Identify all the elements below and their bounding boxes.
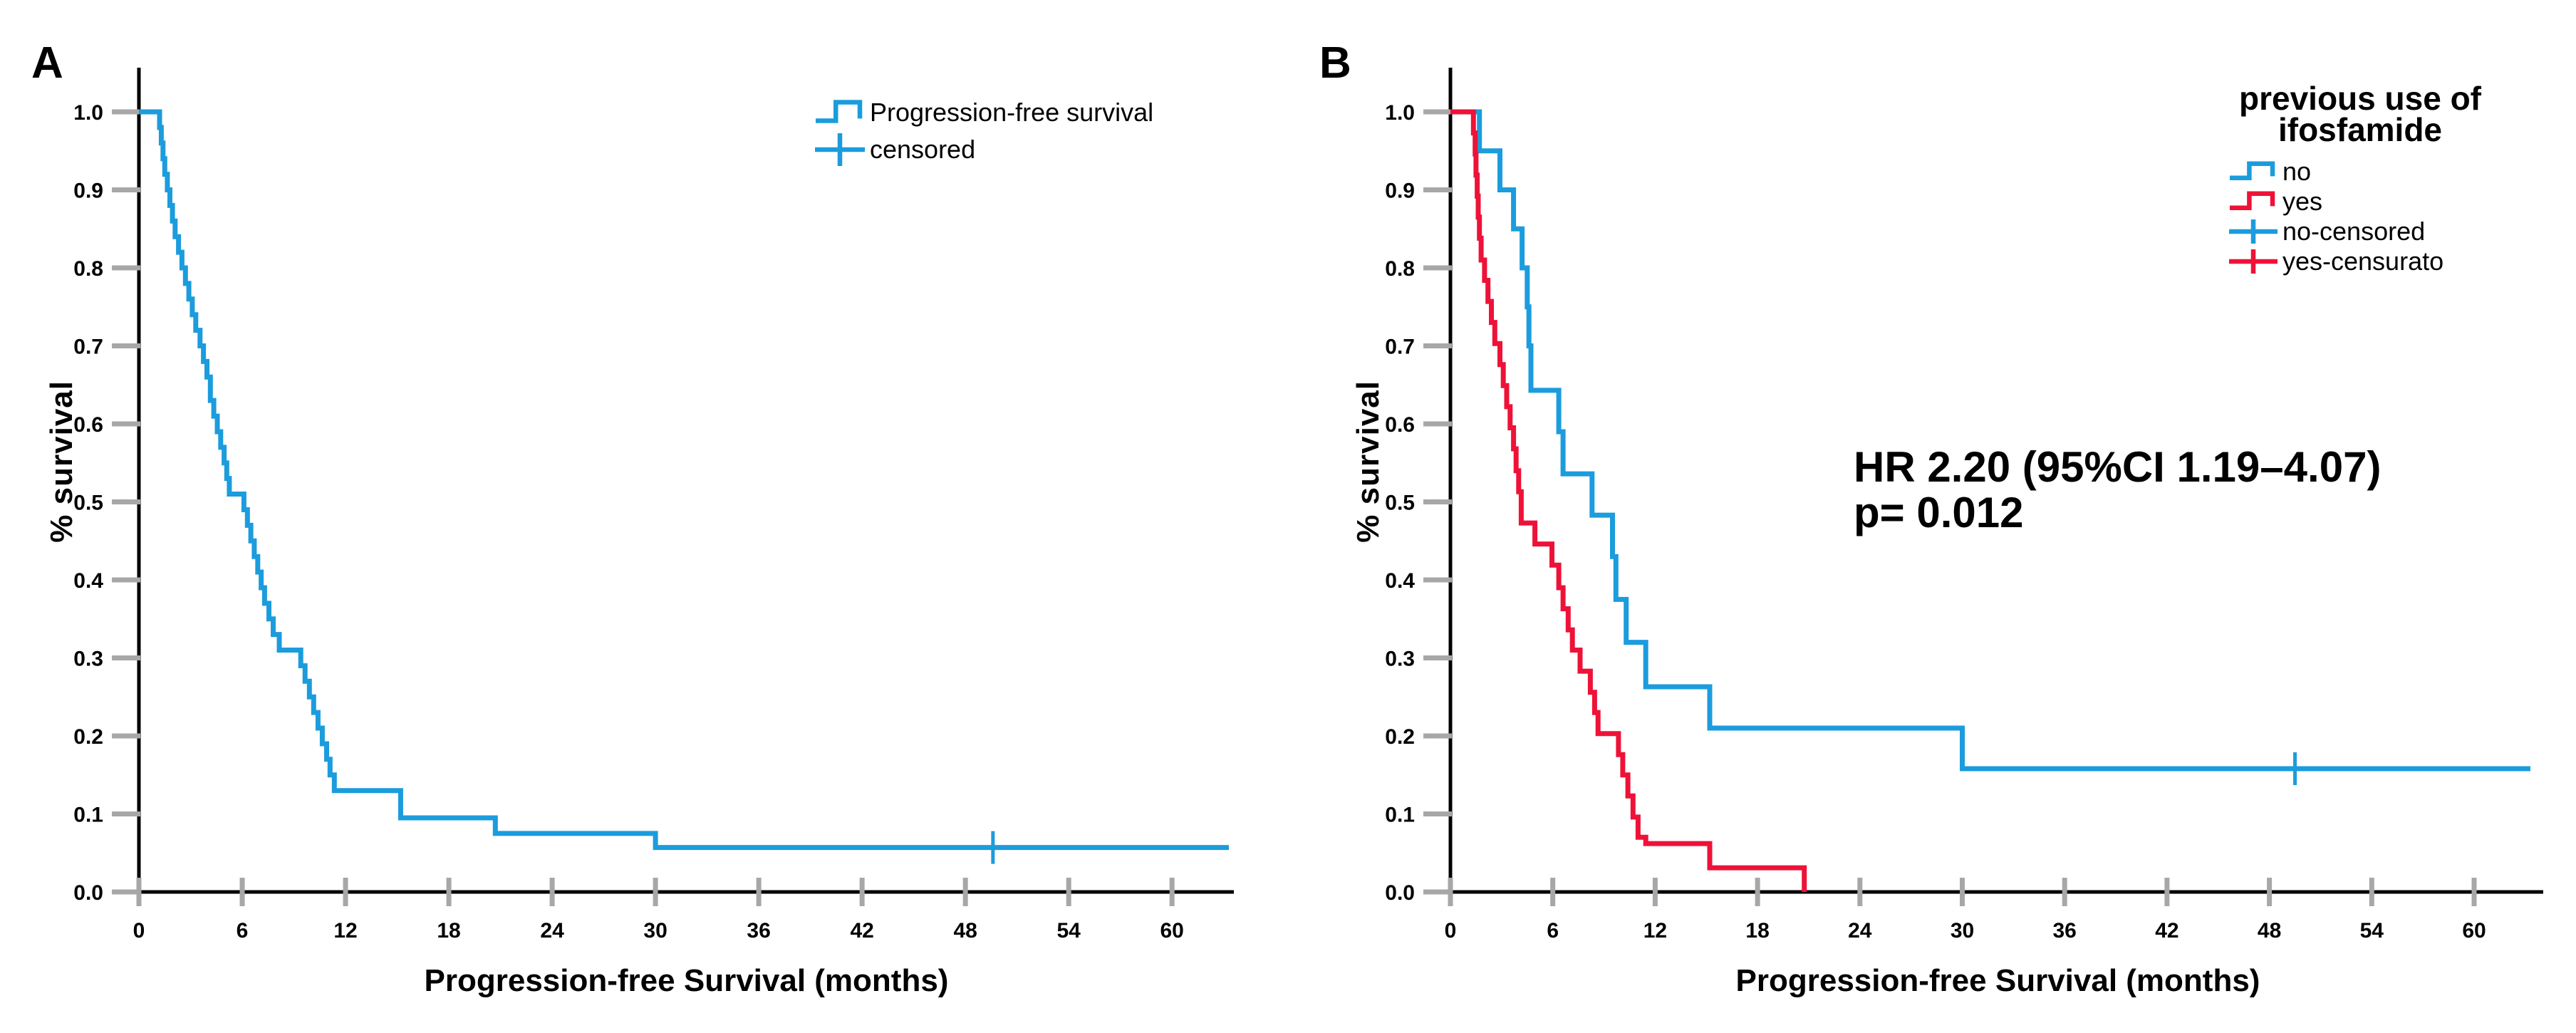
legend-item-no-label: no bbox=[2282, 157, 2312, 186]
x-tick-label: 42 bbox=[2155, 919, 2178, 943]
p-value-line: p= 0.012 bbox=[1854, 489, 2024, 536]
plus-censor-icon bbox=[815, 133, 865, 166]
x-tick-label: 0 bbox=[1445, 919, 1457, 943]
panel-a-plot: 0.0 0.1 0.2 0.3 0.4 0.5 0.6 0.7 0.8 0.9 1.0 0 6 12 18 2… bbox=[73, 68, 1234, 943]
panel-a-x-axis-title: Progression-free Survival (months) bbox=[424, 963, 949, 998]
x-tick-label: 48 bbox=[953, 919, 977, 943]
legend-item-pfs-label: Progression-free survival bbox=[870, 98, 1154, 127]
y-tick-label: 0.6 bbox=[73, 413, 103, 437]
x-tick-label: 24 bbox=[540, 919, 564, 943]
x-tick-label: 30 bbox=[643, 919, 667, 943]
legend-item-yes-censurato: yes-censurato bbox=[2228, 246, 2492, 276]
y-tick-label: 0.8 bbox=[1385, 257, 1415, 281]
hazard-ratio-line: HR 2.20 (95%CI 1.19–4.07) bbox=[1854, 443, 2382, 491]
x-tick-label: 36 bbox=[747, 919, 770, 943]
x-tick-label: 60 bbox=[2462, 919, 2486, 943]
x-tick-label: 12 bbox=[333, 919, 357, 943]
plus-censor-icon bbox=[2229, 219, 2278, 244]
panel-b-legend-title: previous use of ifosfamide bbox=[2228, 80, 2492, 148]
legend-item-no-censored: no-censored bbox=[2228, 217, 2492, 246]
y-tick-label: 0.1 bbox=[1385, 804, 1415, 827]
y-tick-label: 0.3 bbox=[1385, 648, 1415, 671]
legend-item-no: no bbox=[2228, 157, 2492, 187]
y-tick-label: 0.3 bbox=[73, 648, 103, 671]
legend-item-censored: censored bbox=[814, 131, 1153, 168]
y-tick-label: 0.6 bbox=[1385, 413, 1415, 437]
km-curve-no bbox=[1450, 109, 2530, 772]
hazard-ratio-annotation: HR 2.20 (95%CI 1.19–4.07) p= 0.012 bbox=[1854, 445, 2381, 536]
legend-item-censored-label: censored bbox=[870, 135, 976, 164]
y-tick-label: 0.7 bbox=[73, 336, 103, 359]
legend-title-line-1: previous use of bbox=[2239, 80, 2481, 117]
y-tick-label: 0.0 bbox=[73, 881, 103, 905]
step-line-icon bbox=[2230, 161, 2275, 181]
x-tick-label: 60 bbox=[1160, 919, 1184, 943]
legend-item-pfs: Progression-free survival bbox=[814, 94, 1153, 131]
y-tick-label: 0.5 bbox=[1385, 492, 1415, 515]
km-curve-progression-free-survival bbox=[139, 109, 1229, 851]
x-tick-label: 6 bbox=[1547, 919, 1559, 943]
y-tick-label: 0.2 bbox=[1385, 725, 1415, 749]
y-tick-label: 0.5 bbox=[73, 492, 103, 515]
y-tick-label: 0.9 bbox=[1385, 180, 1415, 203]
x-tick-label: 18 bbox=[1745, 919, 1769, 943]
legend-item-no-censored-label: no-censored bbox=[2282, 217, 2426, 246]
km-curve-yes bbox=[1450, 109, 1807, 892]
x-tick-label: 54 bbox=[1056, 919, 1081, 943]
panel-a-legend: Progression-free survival censored bbox=[814, 94, 1153, 168]
y-tick-label: 0.1 bbox=[73, 804, 103, 827]
x-tick-label: 42 bbox=[850, 919, 873, 943]
legend-item-yes: yes bbox=[2228, 187, 2492, 217]
x-tick-label: 6 bbox=[237, 919, 249, 943]
legend-title-line-2: ifosfamide bbox=[2278, 111, 2443, 148]
y-tick-label: 0.8 bbox=[73, 257, 103, 281]
y-tick-label: 0.2 bbox=[73, 725, 103, 749]
x-tick-label: 48 bbox=[2258, 919, 2281, 943]
panel-b-y-axis-title: % survival bbox=[1351, 380, 1386, 543]
x-tick-label: 0 bbox=[133, 919, 145, 943]
y-tick-label: 0.4 bbox=[1385, 569, 1415, 593]
y-tick-label: 0.7 bbox=[1385, 336, 1415, 359]
x-tick-label: 12 bbox=[1643, 919, 1667, 943]
y-tick-label: 0.9 bbox=[73, 180, 103, 203]
y-tick-label: 0.4 bbox=[73, 569, 103, 593]
x-tick-label: 18 bbox=[437, 919, 460, 943]
legend-item-yes-censurato-label: yes-censurato bbox=[2282, 246, 2444, 276]
y-tick-label: 1.0 bbox=[1385, 101, 1415, 125]
panel-a-letter: A bbox=[31, 38, 63, 88]
step-line-icon bbox=[2230, 191, 2275, 211]
step-line-icon bbox=[816, 100, 863, 123]
x-tick-label: 36 bbox=[2053, 919, 2077, 943]
panel-b-letter: B bbox=[1319, 38, 1351, 88]
y-tick-label: 0.0 bbox=[1385, 881, 1415, 905]
panel-b-legend: previous use of ifosfamide no yes no-cen… bbox=[2228, 80, 2492, 276]
legend-item-yes-label: yes bbox=[2282, 187, 2323, 216]
y-tick-label: 1.0 bbox=[73, 101, 103, 125]
panel-a-y-axis-title: % survival bbox=[44, 380, 79, 543]
x-tick-label: 30 bbox=[1951, 919, 1974, 943]
x-tick-label: 24 bbox=[1848, 919, 1872, 943]
x-tick-label: 54 bbox=[2360, 919, 2384, 943]
panel-b-plot: 0.0 0.1 0.2 0.3 0.4 0.5 0.6 0.7 0.8 0.9 1.0 0 6 12 18 2… bbox=[1385, 68, 2543, 943]
panel-b-x-axis-title: Progression-free Survival (months) bbox=[1735, 963, 2260, 998]
plus-censor-icon bbox=[2229, 249, 2278, 274]
